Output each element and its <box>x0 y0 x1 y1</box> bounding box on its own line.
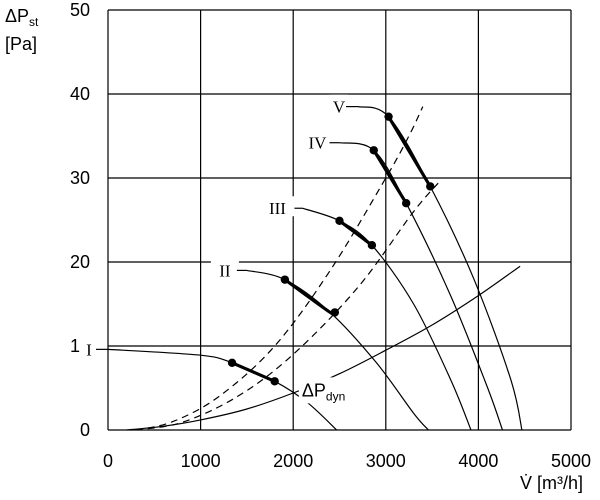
x-tick-label: 0 <box>103 451 113 471</box>
y-axis-unit: [Pa] <box>5 34 37 54</box>
curve-label-III: III <box>269 199 286 218</box>
curve-label-bg-V <box>330 94 349 115</box>
y-tick-label: 30 <box>70 168 90 188</box>
curve-label-II: II <box>219 261 231 280</box>
y-axis-label-main: ΔP <box>5 6 29 26</box>
operating-range-IV <box>372 149 408 205</box>
x-tick-label: 3000 <box>366 451 406 471</box>
grid <box>107 9 572 431</box>
operating-range-III <box>338 219 373 247</box>
dynamic-pressure-label: ΔPdyn <box>302 380 345 403</box>
y-tick-label: 40 <box>70 84 90 104</box>
operating-point-III-1 <box>335 216 344 226</box>
dyn-label-bg <box>298 377 375 404</box>
operating-point-III-2 <box>367 241 377 250</box>
x-tick-labels: 0 1000 2000 3000 4000 5000 <box>103 451 591 471</box>
x-axis-label: V̇ [m³/h] <box>520 473 583 493</box>
operating-point-V-1 <box>384 112 393 121</box>
y-tick-label: 20 <box>70 252 90 272</box>
operating-point-IV-2 <box>401 199 411 208</box>
operating-point-II-1 <box>280 275 290 284</box>
operating-range-II <box>283 278 338 317</box>
x-tick-label: 5000 <box>551 451 591 471</box>
x-tick-label: 2000 <box>273 451 313 471</box>
curve-label-bg-II <box>210 258 239 279</box>
y-axis-label-sub: st <box>29 15 39 29</box>
y-axis-label: ΔPst <box>5 6 39 29</box>
dashed-limit-curve-1 <box>135 106 424 430</box>
operating-range-V <box>387 115 432 188</box>
operating-points <box>227 112 435 386</box>
curve-label-bg-III <box>258 196 297 217</box>
dyn-label-main: ΔP <box>302 380 326 400</box>
y-tick-label: 0 <box>80 420 90 440</box>
x-tick-label: 1000 <box>181 451 221 471</box>
operating-point-I-1 <box>227 358 237 367</box>
curve-label-bg-IV <box>303 130 332 151</box>
y-tick-label: 50 <box>70 0 90 20</box>
curve-label-I: I <box>86 340 92 359</box>
operating-point-I-2 <box>270 377 279 386</box>
fan-curve-V <box>357 106 523 430</box>
fan-curve-II <box>246 269 429 430</box>
operating-range-I <box>231 361 276 383</box>
dyn-label-sub: dyn <box>326 389 345 403</box>
operating-point-II-2 <box>330 308 340 317</box>
operating-point-V-2 <box>426 182 435 191</box>
operating-point-IV-1 <box>369 146 378 155</box>
curve-label-V: V <box>333 98 346 117</box>
curve-label-IV: IV <box>309 134 328 153</box>
x-tick-label: 4000 <box>458 451 498 471</box>
curve-label-bg-I <box>80 337 98 358</box>
dashed-limit-curve-2 <box>135 179 442 430</box>
